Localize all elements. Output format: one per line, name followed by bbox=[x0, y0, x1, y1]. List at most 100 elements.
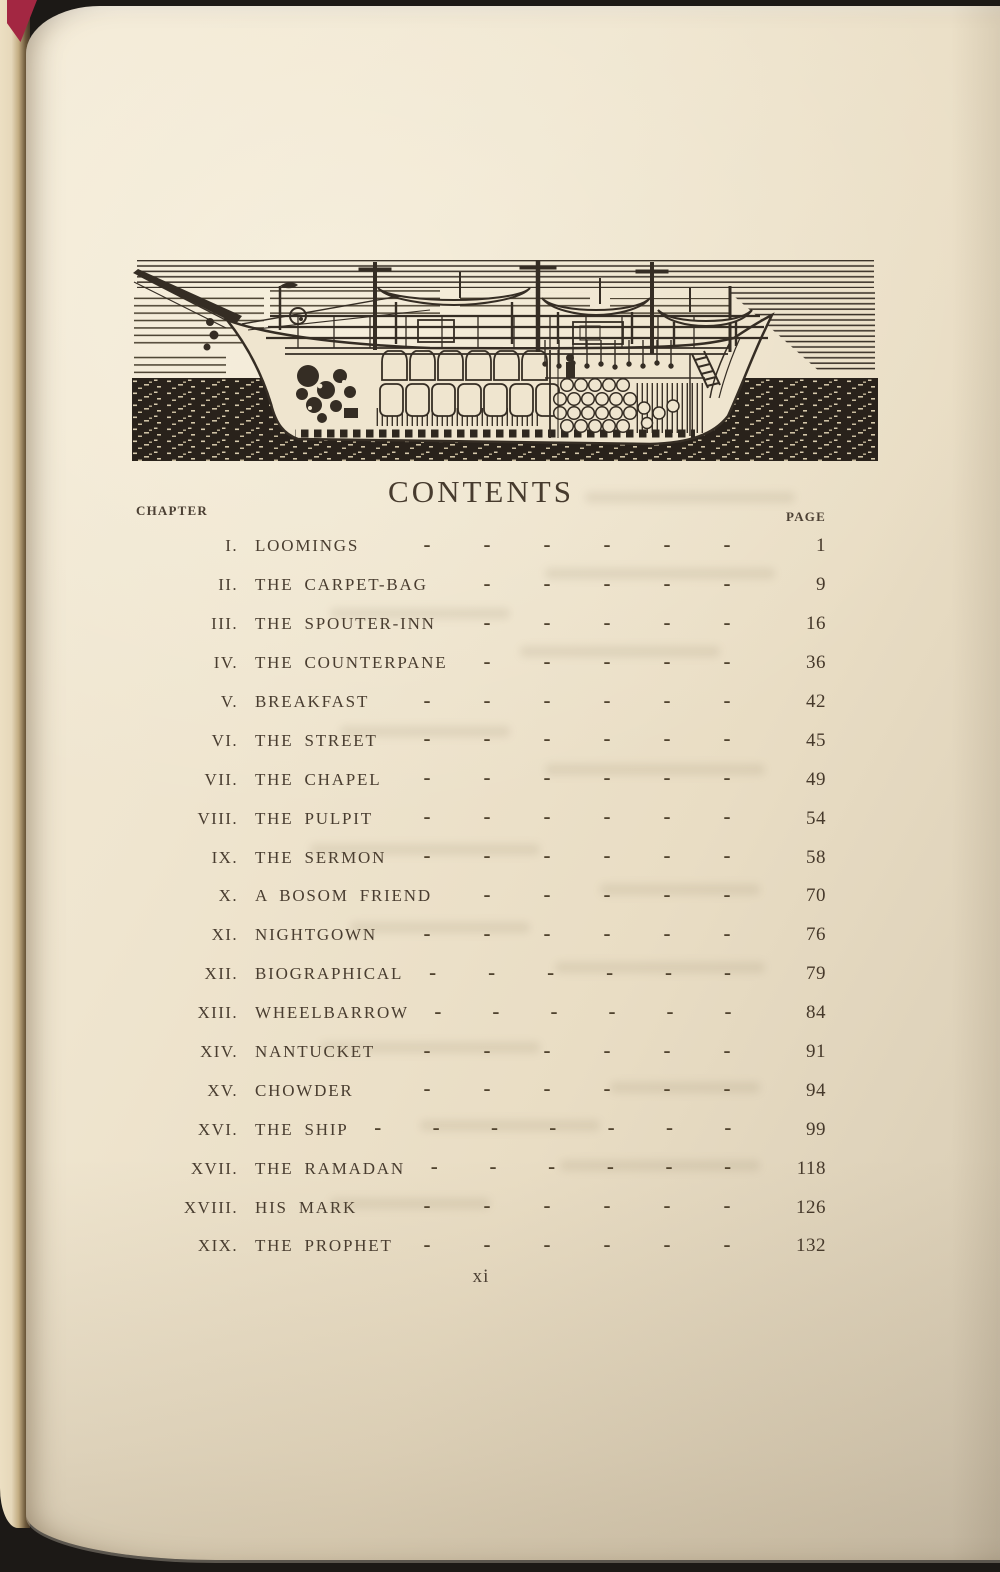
leader-dash: - bbox=[603, 650, 611, 673]
leader-dash: - bbox=[483, 806, 491, 829]
chapter-page-number: 9 bbox=[816, 574, 826, 596]
leader-dash: - bbox=[608, 1000, 616, 1023]
chapter-numeral: VI. bbox=[211, 730, 238, 750]
leader-dash: - bbox=[723, 1039, 731, 1062]
leader-dash: - bbox=[550, 1000, 558, 1023]
leader-dash: - bbox=[543, 1195, 551, 1218]
chapter-title: A BOSOM FRIEND bbox=[255, 886, 432, 906]
leader-dash: - bbox=[547, 961, 555, 984]
leader-dash: - bbox=[603, 611, 611, 634]
toc-row: VI. THE STREET - - - - - - 45 bbox=[136, 721, 826, 760]
page-content: CONTENTS CHAPTER PAGE I. LOOMINGS - - - - - -1 I… bbox=[26, 6, 1000, 1560]
leader-dash: - bbox=[423, 1078, 431, 1101]
leader-dash: - bbox=[543, 1233, 551, 1256]
leader-dash: - bbox=[423, 1233, 431, 1256]
leader-dash: - bbox=[543, 1078, 551, 1101]
leader-dash: - bbox=[483, 767, 491, 790]
toc-row: XI. NIGHTGOWN - - - - - - 76 bbox=[136, 916, 826, 955]
leader-dash: - bbox=[606, 1156, 614, 1179]
leader-dash: - bbox=[663, 883, 671, 906]
chapter-page-number: 79 bbox=[806, 963, 826, 985]
show-through-smudge bbox=[340, 726, 510, 737]
chapter-page-number: 54 bbox=[806, 807, 826, 829]
chapter-page-number: 118 bbox=[796, 1157, 826, 1179]
chapter-numeral: XI. bbox=[211, 925, 238, 945]
toc-row: XIV. NANTUCKET - - - - - - 91 bbox=[136, 1033, 826, 1072]
toc-row: XVII. THE RAMADAN - - - - - - 118 bbox=[136, 1149, 826, 1188]
leader-dash: - bbox=[723, 728, 731, 751]
leader-dash: - bbox=[430, 1156, 438, 1179]
leader-dash: - bbox=[723, 767, 731, 790]
leader-dash: - bbox=[548, 1156, 556, 1179]
show-through-smudge bbox=[310, 844, 540, 855]
leader-dash: - bbox=[603, 1078, 611, 1101]
leader-dash: - bbox=[483, 845, 491, 868]
leader-dash: - bbox=[423, 1195, 431, 1218]
leader-dash: - bbox=[483, 883, 491, 906]
toc-row: V. BREAKFAST - - - - - - 42 bbox=[136, 683, 826, 722]
toc-row: XVI. THE SHIP - - - - - - - 99 bbox=[136, 1110, 826, 1149]
dash-leader: ------ bbox=[375, 1040, 757, 1065]
leader-dash: - bbox=[543, 650, 551, 673]
leader-dash: - bbox=[483, 689, 491, 712]
chapter-numeral: I. bbox=[225, 536, 238, 556]
chapter-numeral: XV. bbox=[207, 1080, 238, 1100]
leader-dash: - bbox=[603, 767, 611, 790]
leader-dash: - bbox=[665, 961, 673, 984]
dash-leader: ------ bbox=[373, 806, 757, 831]
chapter-numeral: XIV. bbox=[200, 1042, 238, 1062]
chapter-numeral: XII. bbox=[204, 964, 238, 984]
chapter-title: THE RAMADAN bbox=[255, 1158, 405, 1178]
chapter-title: WHEELBARROW bbox=[255, 1003, 409, 1023]
show-through-smudge bbox=[330, 608, 510, 619]
leader-dash: - bbox=[490, 1117, 498, 1140]
leader-dash: - bbox=[723, 1195, 731, 1218]
book-page: CONTENTS CHAPTER PAGE I. LOOMINGS - - - - - -1 I… bbox=[26, 6, 1000, 1560]
leader-dash: - bbox=[543, 611, 551, 634]
show-through-smudge bbox=[585, 492, 795, 503]
leader-dash: - bbox=[723, 1233, 731, 1256]
leader-dash: - bbox=[543, 922, 551, 945]
leader-dash: - bbox=[488, 961, 496, 984]
contents-heading: CONTENTS bbox=[388, 474, 574, 509]
leader-dash: - bbox=[663, 922, 671, 945]
whaling-ship-woodcut-illustration bbox=[132, 260, 878, 461]
chapter-title: CHOWDER bbox=[255, 1080, 354, 1100]
leader-dash: - bbox=[489, 1156, 497, 1179]
leader-dash: - bbox=[543, 883, 551, 906]
leader-dash: - bbox=[724, 1000, 732, 1023]
toc-row: VII. THE CHAPEL - - - - - - 49 bbox=[136, 760, 826, 799]
show-through-smudge bbox=[320, 1042, 540, 1053]
leader-dash: - bbox=[543, 1039, 551, 1062]
leader-dash: - bbox=[483, 650, 491, 673]
chapter-numeral: VII. bbox=[204, 769, 238, 789]
page-column-label: PAGE bbox=[786, 509, 826, 524]
toc-row: IV. THE COUNTERPANE - - - - - 36 bbox=[136, 644, 826, 683]
leader-dash: - bbox=[663, 611, 671, 634]
leader-dash: - bbox=[603, 728, 611, 751]
chapter-column-label: CHAPTER bbox=[136, 503, 208, 518]
leader-dash: - bbox=[423, 728, 431, 751]
leader-dash: - bbox=[483, 611, 491, 634]
leader-dash: - bbox=[483, 1233, 491, 1256]
leader-dash: - bbox=[423, 533, 431, 556]
dash-leader: ------ bbox=[369, 690, 757, 715]
dash-leader: ----- bbox=[447, 651, 757, 676]
chapter-numeral: II. bbox=[218, 575, 238, 595]
chapter-title: LOOMINGS bbox=[255, 536, 360, 556]
leader-dash: - bbox=[723, 533, 731, 556]
chapter-numeral: XVI. bbox=[197, 1119, 238, 1139]
leader-dash: - bbox=[606, 961, 614, 984]
show-through-smudge bbox=[350, 922, 530, 933]
chapter-numeral: VIII. bbox=[197, 808, 238, 828]
leader-dash: - bbox=[663, 728, 671, 751]
leader-dash: - bbox=[423, 806, 431, 829]
dash-leader: ----- bbox=[428, 573, 757, 598]
chapter-page-number: 45 bbox=[806, 729, 826, 751]
chapter-title: THE PROPHET bbox=[255, 1236, 393, 1256]
chapter-numeral: V. bbox=[220, 692, 238, 711]
leader-dash: - bbox=[423, 922, 431, 945]
leader-dash: - bbox=[723, 922, 731, 945]
chapter-page-number: 99 bbox=[806, 1118, 826, 1140]
chapter-title: THE STREET bbox=[255, 730, 378, 750]
